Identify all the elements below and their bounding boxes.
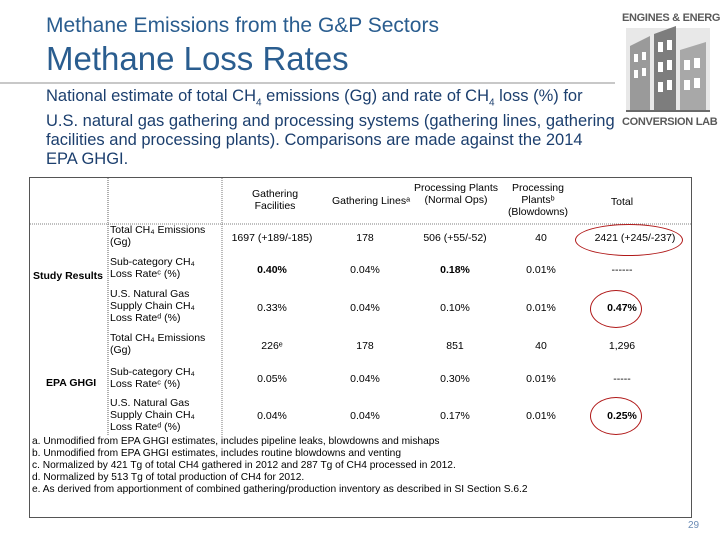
table-cell: 506 (+55/-52) <box>423 232 487 244</box>
row-label: Sub-category CH₄ Loss Rateᶜ (%) <box>110 366 195 390</box>
table-cell: 0.33% <box>257 302 287 314</box>
highlight-circle <box>590 397 642 435</box>
table-cell: 0.30% <box>440 373 470 385</box>
row-label: Total CH₄ Emissions (Gg) <box>110 224 206 248</box>
row-label: U.S. Natural Gas Supply Chain CH₄ Loss R… <box>110 288 195 324</box>
logo-text-top: ENGINES & ENERGY <box>622 12 720 24</box>
group-label-epa-ghgi: EPA GHGI <box>46 377 97 389</box>
group-label-study-results: Study Results <box>33 270 104 282</box>
table-cell: 0.10% <box>440 302 470 314</box>
desc-part1: National estimate of total CH <box>46 87 257 105</box>
data-table: Gathering Facilities Gathering Linesᵃ Pr… <box>29 177 692 518</box>
desc-sub2: 4 <box>489 97 495 109</box>
footnote: c. Normalized by 421 Tg of total CH4 gat… <box>32 460 456 471</box>
slide-subtitle: Methane Emissions from the G&P Sectors <box>46 14 439 37</box>
table-cell: 0.05% <box>257 373 287 385</box>
row-label: Total CH₄ Emissions (Gg) <box>110 332 206 356</box>
footnote: d. Normalized by 513 Tg of total product… <box>32 472 305 483</box>
table-cell: 226ᵉ <box>261 340 283 352</box>
table-cell: 0.04% <box>350 264 380 276</box>
row-label: U.S. Natural Gas Supply Chain CH₄ Loss R… <box>110 397 195 433</box>
table-cell: 0.04% <box>350 373 380 385</box>
table-cell: 0.17% <box>440 410 470 422</box>
table-cell: 0.01% <box>526 410 556 422</box>
footnote: b. Unmodified from EPA GHGI estimates, i… <box>32 448 402 459</box>
slide-title: Methane Loss Rates <box>46 40 349 77</box>
logo-text-bottom: CONVERSION LAB <box>622 116 718 128</box>
table-cell: 1,296 <box>608 340 636 352</box>
desc-sub1: 4 <box>256 97 262 109</box>
col-header-gathering-facilities: Gathering Facilities <box>251 188 299 212</box>
desc-part3: loss (%) for U.S. natural gas gathering … <box>46 87 615 169</box>
table-cell: 178 <box>356 340 374 352</box>
table-cell: ------ <box>611 264 633 276</box>
footnote: a. Unmodified from EPA GHGI estimates, i… <box>32 436 440 447</box>
table-cell: 178 <box>356 232 374 244</box>
highlight-circle <box>575 224 683 256</box>
col-header-processing-blowdowns: Processing Plantsᵇ (Blowdowns) <box>507 182 569 218</box>
lab-logo: ENGINES & ENERGY CONVERSION LAB <box>620 6 720 146</box>
row-label: Sub-category CH₄ Loss Rateᶜ (%) <box>110 256 195 280</box>
table-cell: 0.04% <box>257 410 287 422</box>
building-icon <box>620 6 714 146</box>
table-cell: 0.04% <box>350 410 380 422</box>
table-cell: 40 <box>535 232 547 244</box>
table-cell: 0.01% <box>526 264 556 276</box>
col-header-processing-normal: Processing Plants (Normal Ops) <box>413 182 499 206</box>
table-cell: ----- <box>613 373 631 385</box>
desc-part2: emissions (Gg) and rate of CH <box>261 87 489 105</box>
table-cell: 0.40% <box>257 264 287 276</box>
col-header-total: Total <box>610 196 634 208</box>
table-cell: 0.04% <box>350 302 380 314</box>
col-header-gathering-lines: Gathering Linesᵃ <box>331 195 411 207</box>
highlight-circle <box>590 290 642 328</box>
page-number: 29 <box>688 520 700 531</box>
table-cell: 0.01% <box>526 373 556 385</box>
title-rule <box>0 82 615 84</box>
table-gridlines <box>30 178 691 436</box>
table-cell: 40 <box>535 340 547 352</box>
footnote: e. As derived from apportionment of comb… <box>32 484 528 495</box>
table-cell: 1697 (+189/-185) <box>231 232 313 244</box>
description: National estimate of total CH4 emissions… <box>46 87 616 169</box>
table-cell: 0.18% <box>440 264 470 276</box>
table-footnotes: a. Unmodified from EPA GHGI estimates, i… <box>32 436 528 496</box>
table-cell: 0.01% <box>526 302 556 314</box>
table-cell: 851 <box>446 340 464 352</box>
